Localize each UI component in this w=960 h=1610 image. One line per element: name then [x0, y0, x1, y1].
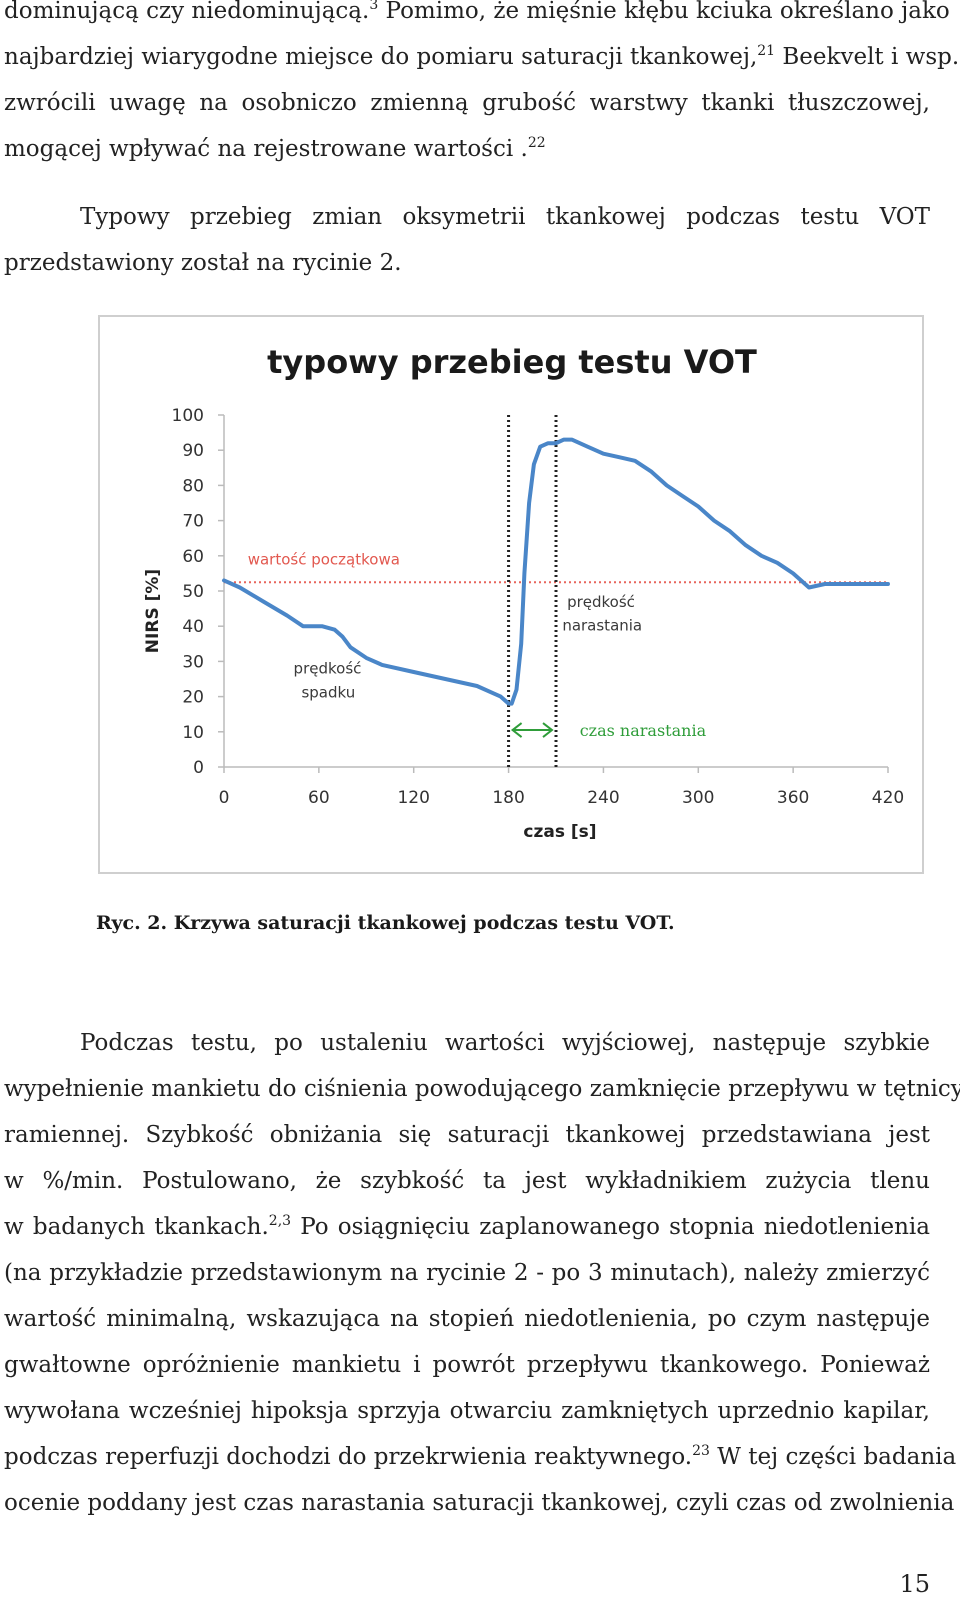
- text-line: gwałtowne opróżnienie mankietu i powrót …: [4, 1352, 930, 1378]
- paragraph-1: dominującą czy niedominującą.3 Pomimo, ż…: [4, 0, 960, 172]
- text-line: podczas reperfuzji dochodzi do przekrwie…: [4, 1443, 957, 1470]
- text-line: w %/min. Postulowano, że szybkość ta jes…: [4, 1168, 930, 1194]
- y-axis-ticks: 0 10 20 30 40 50 60 70 80 90 100: [172, 406, 224, 778]
- y-axis-label: NIRS [%]: [143, 569, 163, 653]
- x-tick-label: 420: [872, 788, 904, 808]
- baseline-label: wartość początkowa: [248, 551, 400, 569]
- x-tick-label: 300: [682, 788, 714, 808]
- annotation-rise-rate: prędkość: [567, 593, 635, 611]
- y-tick-label: 50: [182, 582, 204, 602]
- arrow-head-right: [542, 722, 554, 738]
- rise-time-arrow: [510, 722, 554, 738]
- y-tick-label: 90: [182, 441, 204, 461]
- text-line: (na przykładzie przedstawionym na rycini…: [4, 1260, 930, 1286]
- x-tick-label: 240: [587, 788, 619, 808]
- y-tick-label: 100: [172, 406, 204, 426]
- annotation-rise-time: czas narastania: [580, 721, 707, 740]
- y-tick-label: 20: [182, 688, 204, 708]
- text-line: wartość minimalną, wskazująca na stopień…: [4, 1306, 930, 1332]
- text-line: dominującą czy niedominującą.3 Pomimo, ż…: [4, 0, 950, 24]
- y-tick-label: 10: [182, 723, 204, 743]
- series-line-nirs: [222, 437, 890, 706]
- x-tick-label: 60: [308, 788, 330, 808]
- figure-vot-chart: typowy przebieg testu VOT 0 10 20 30 40 50 60 7…: [98, 315, 924, 874]
- x-tick-label: 360: [777, 788, 809, 808]
- figure-caption: Ryc. 2. Krzywa saturacji tkankowej podcz…: [96, 912, 675, 934]
- text-line: Podczas testu, po ustaleniu wartości wyj…: [80, 1030, 930, 1056]
- x-axis-ticks: 0 60 120 180 240 300 360 420: [219, 767, 904, 808]
- annotation-fall-rate-line2: spadku: [301, 683, 355, 701]
- arrow-head-left: [510, 722, 523, 738]
- x-tick-label: 120: [397, 788, 429, 808]
- paragraph-2: Typowy przebieg zmian oksymetrii tkankow…: [4, 194, 930, 286]
- text-line: mogącej wpływać na rejestrowane wartości…: [4, 135, 546, 162]
- text-line: ocenie poddany jest czas narastania satu…: [4, 1490, 955, 1516]
- y-tick-label: 0: [193, 758, 204, 778]
- chart-svg: typowy przebieg testu VOT 0 10 20 30 40 50 60 7…: [143, 343, 904, 842]
- x-tick-label: 0: [219, 788, 230, 808]
- y-tick-label: 40: [182, 617, 204, 637]
- y-tick-label: 60: [182, 547, 204, 567]
- text-line: ramiennej. Szybkość obniżania się satura…: [4, 1122, 930, 1148]
- text-line: najbardziej wiarygodne miejsce do pomiar…: [4, 43, 960, 70]
- page-number: 15: [899, 1570, 930, 1598]
- x-tick-label: 180: [492, 788, 524, 808]
- paragraph-3: Podczas testu, po ustaleniu wartości wyj…: [4, 1020, 960, 1526]
- text-line: zwrócili uwagę na osobniczo zmienną grub…: [4, 90, 930, 116]
- y-tick-label: 70: [182, 512, 204, 532]
- text-line: Typowy przebieg zmian oksymetrii tkankow…: [80, 204, 930, 230]
- x-axis-label: czas [s]: [523, 822, 596, 842]
- y-tick-label: 30: [182, 652, 204, 672]
- text-line: wywołana wcześniej hipoksja sprzyja otwa…: [4, 1398, 930, 1424]
- y-tick-label: 80: [182, 476, 204, 496]
- annotation-fall-rate: prędkość: [294, 660, 362, 678]
- chart-title: typowy przebieg testu VOT: [267, 343, 757, 381]
- vertical-markers: [507, 415, 558, 767]
- text-line: wypełnienie mankietu do ciśnienia powodu…: [4, 1076, 960, 1102]
- text-line: w badanych tkankach.2,3 Po osiągnięciu z…: [4, 1213, 930, 1240]
- annotation-rise-rate-line2: narastania: [562, 616, 642, 634]
- text-line: przedstawiony został na rycinie 2.: [4, 250, 402, 276]
